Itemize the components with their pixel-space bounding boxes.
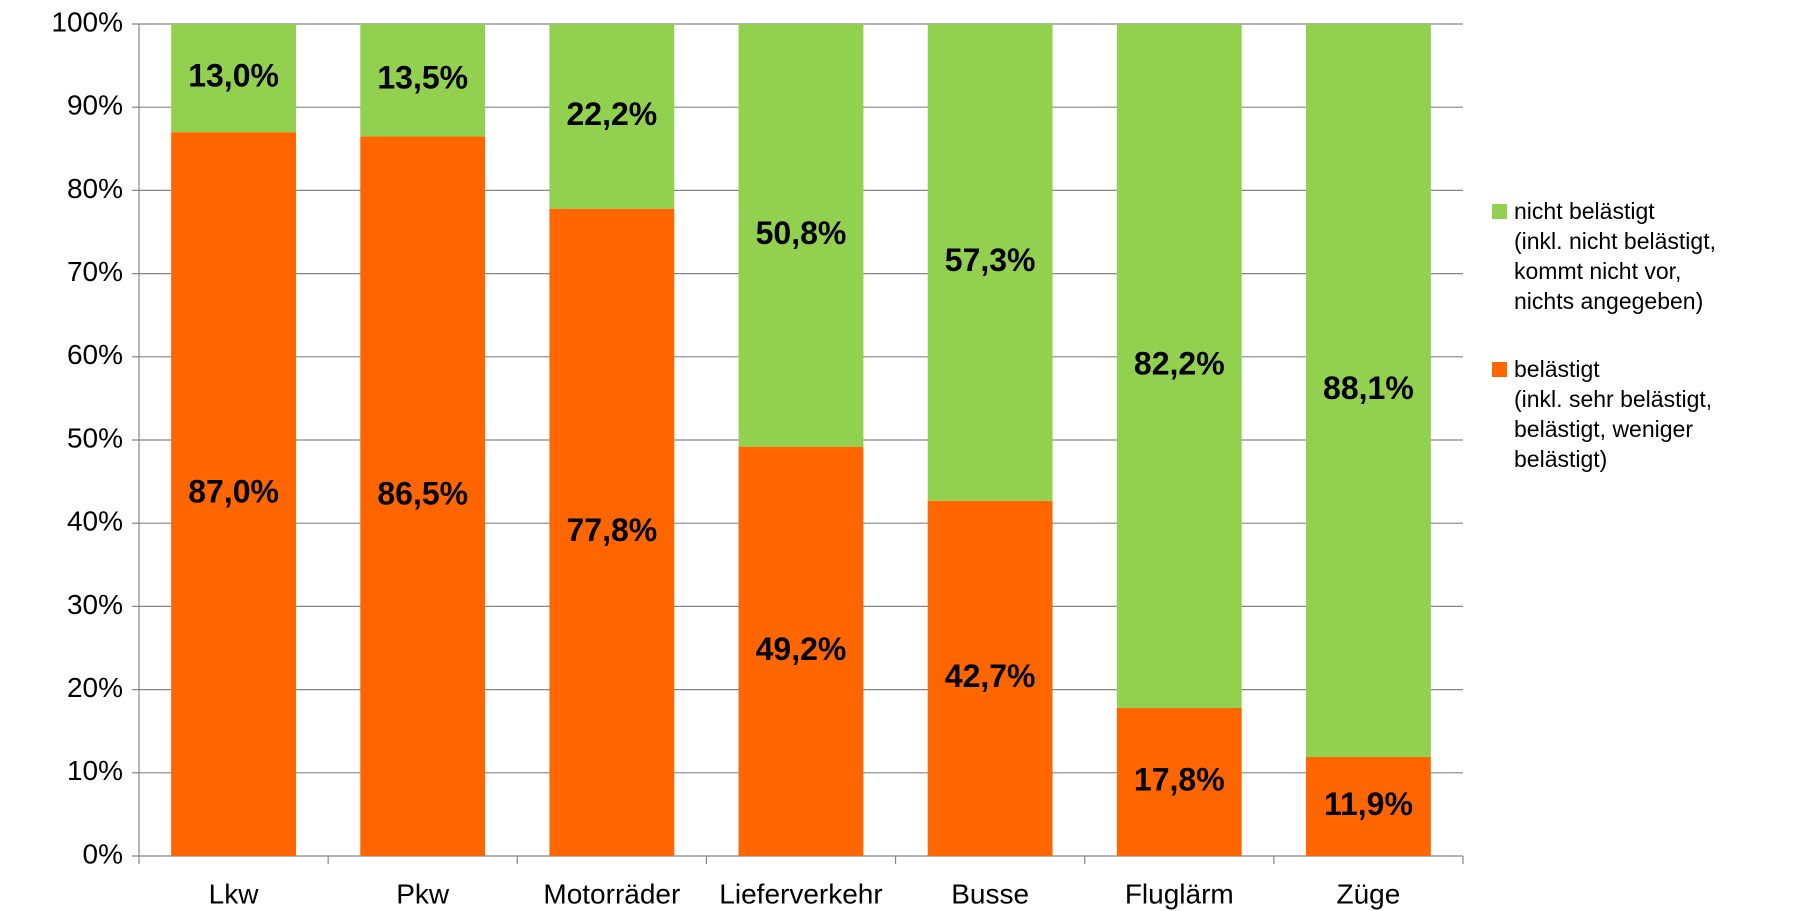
data-label: 88,1% bbox=[1323, 370, 1414, 406]
x-tick-label: Lieferverkehr bbox=[719, 878, 882, 909]
data-label: 11,9% bbox=[1324, 786, 1413, 822]
legend-item: belästigt (inkl. sehr belästigt, belästi… bbox=[1488, 354, 1716, 474]
y-tick-label: 60% bbox=[67, 339, 123, 370]
bar-segment bbox=[171, 132, 296, 856]
bar-segment bbox=[927, 500, 1053, 856]
y-tick-label: 10% bbox=[67, 755, 123, 786]
x-tick-label: Lkw bbox=[209, 878, 260, 909]
x-tick-label: Busse bbox=[951, 878, 1029, 909]
data-label: 82,2% bbox=[1134, 345, 1225, 381]
data-label: 49,2% bbox=[756, 631, 847, 667]
data-label: 22,2% bbox=[566, 96, 657, 132]
data-label: 17,8% bbox=[1134, 761, 1225, 797]
data-label: 13,5% bbox=[377, 60, 468, 96]
legend-label: belästigt (inkl. sehr belästigt, belästi… bbox=[1514, 356, 1713, 472]
y-tick-label: 80% bbox=[67, 173, 123, 204]
bar-segment bbox=[1116, 24, 1242, 708]
bar-segment bbox=[549, 208, 675, 857]
y-tick-label: 70% bbox=[67, 256, 123, 287]
data-label: 86,5% bbox=[377, 476, 468, 512]
legend-item: nicht belästigt (inkl. nicht belästigt, … bbox=[1488, 196, 1716, 316]
bar-segment bbox=[549, 24, 675, 209]
y-tick-label: 0% bbox=[83, 838, 123, 869]
bar-segment bbox=[1306, 756, 1431, 856]
data-label: 77,8% bbox=[566, 512, 657, 548]
legend: nicht belästigt (inkl. nicht belästigt, … bbox=[1488, 196, 1716, 512]
y-tick-label: 50% bbox=[67, 422, 123, 453]
data-label: 13,0% bbox=[188, 58, 279, 94]
y-tick-label: 40% bbox=[67, 506, 123, 537]
legend-swatch bbox=[1492, 362, 1507, 377]
x-tick-label: Motorräder bbox=[543, 878, 680, 909]
bar-segment bbox=[360, 24, 486, 137]
legend-label: nicht belästigt (inkl. nicht belästigt, … bbox=[1514, 198, 1716, 314]
y-tick-label: 20% bbox=[67, 672, 123, 703]
bar-segment bbox=[738, 446, 864, 856]
bar-segment bbox=[171, 24, 296, 133]
bar-segment bbox=[738, 24, 864, 447]
bar-segment bbox=[1116, 707, 1242, 856]
x-tick-label: Pkw bbox=[396, 878, 450, 909]
bar-segment bbox=[1306, 24, 1431, 757]
x-tick-label: Züge bbox=[1337, 878, 1401, 909]
data-label: 87,0% bbox=[188, 474, 279, 510]
legend-swatch bbox=[1492, 204, 1507, 219]
data-label: 50,8% bbox=[756, 215, 847, 251]
bar-segment bbox=[927, 24, 1053, 501]
y-tick-label: 90% bbox=[67, 90, 123, 121]
y-tick-label: 100% bbox=[51, 6, 123, 37]
data-label: 57,3% bbox=[945, 242, 1036, 278]
data-label: 42,7% bbox=[945, 658, 1036, 694]
x-tick-label: Fluglärm bbox=[1125, 878, 1234, 909]
y-tick-label: 30% bbox=[67, 589, 123, 620]
bar-segment bbox=[360, 136, 486, 856]
